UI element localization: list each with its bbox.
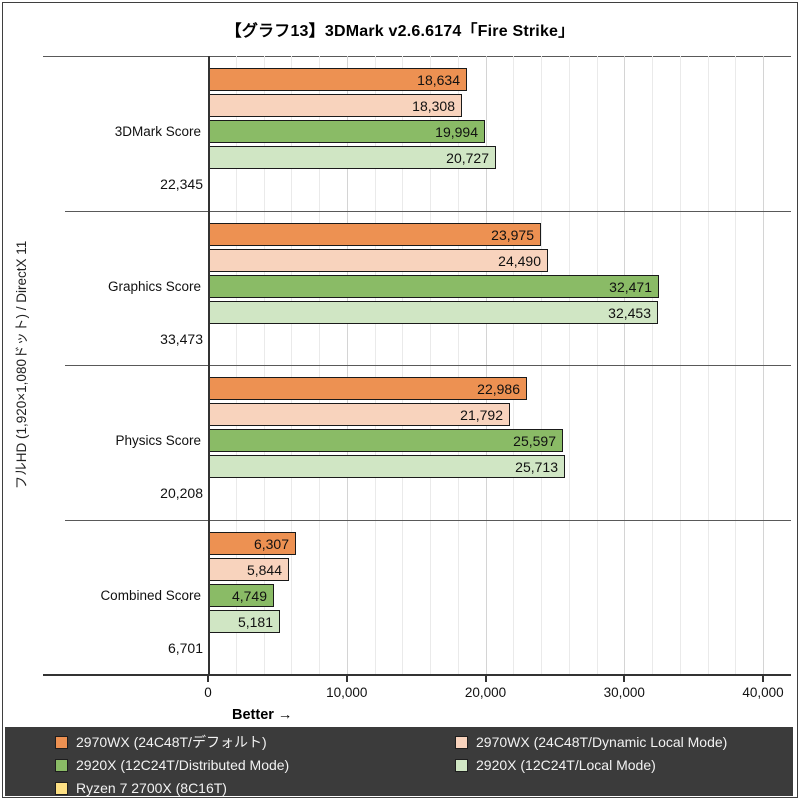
bar-value-label: 20,727 [446, 149, 489, 166]
legend-item: 2970WX (24C48T/Dynamic Local Mode) [455, 734, 727, 751]
bar: 32,471 [208, 275, 659, 298]
bar-value-label: 21,792 [460, 406, 503, 423]
bar: 19,994 [208, 120, 485, 143]
bar: 21,792 [208, 403, 510, 426]
legend-label: 2970WX (24C48T/Dynamic Local Mode) [476, 734, 728, 750]
category-label: Graphics Score [107, 278, 201, 294]
bar-value-label: 25,597 [513, 432, 556, 449]
x-axis-tick [484, 676, 487, 682]
bar: 22,986 [208, 377, 527, 400]
bar-value-label: 25,713 [515, 458, 558, 475]
legend-label: 2920X (12C24T/Local Mode) [476, 757, 656, 773]
x-axis-tick-label: 0 [204, 685, 212, 700]
x-axis-tick-label: 10,000 [326, 685, 368, 700]
x-axis-tick [762, 676, 764, 682]
bar-value-label: 5,844 [246, 561, 282, 578]
bar-value-label: 18,308 [412, 97, 455, 114]
better-direction-label: Better → [232, 707, 293, 723]
bar: 23,975 [208, 223, 541, 246]
bar: 18,308 [208, 94, 462, 117]
bar-value-label: 19,994 [435, 123, 478, 140]
bar: 5,181 [208, 610, 280, 633]
bar: 24,490 [208, 249, 548, 272]
bar-value-label: 24,490 [498, 252, 541, 269]
category-separator [65, 365, 791, 366]
legend-label: 2970WX (24C48T/デフォルト) [76, 734, 267, 750]
category-label: 3DMark Score [114, 124, 201, 140]
x-axis-tick-label: 30,000 [603, 685, 645, 700]
bar-value-label: 22,986 [477, 380, 520, 397]
x-axis-tick [345, 676, 348, 682]
x-axis-tick-label: 40,000 [742, 685, 784, 700]
bar-value-label: 6,701 [167, 639, 203, 656]
bar-value-label: 23,975 [491, 226, 534, 243]
bar-value-label: 32,453 [608, 304, 651, 321]
legend-swatch [55, 782, 68, 795]
bar: 25,713 [208, 455, 565, 478]
bar-value-label: 18,634 [417, 71, 460, 88]
bar-value-label: 32,471 [609, 278, 652, 295]
category-separator [65, 211, 791, 212]
bar-value-label: 4,749 [231, 587, 267, 604]
x-axis-line [43, 674, 791, 676]
bar: 5,844 [208, 558, 289, 581]
bar-value-label: 22,345 [160, 175, 203, 192]
y-axis-line [208, 56, 210, 674]
legend-swatch [455, 736, 468, 749]
x-axis-tick [207, 676, 209, 682]
legend-swatch [55, 759, 68, 772]
legend-swatch [455, 759, 468, 772]
legend-item: 2920X (12C24T/Local Mode) [455, 757, 656, 774]
category-label: Combined Score [100, 587, 201, 603]
legend-label: Ryzen 7 2700X (8C16T) [76, 780, 227, 796]
bar-value-label: 5,181 [237, 613, 273, 630]
legend-label: 2920X (12C24T/Distributed Mode) [76, 757, 290, 773]
bar-value-label: 6,307 [253, 535, 289, 552]
legend-item: Ryzen 7 2700X (8C16T) [55, 780, 227, 797]
title-rule [43, 56, 791, 57]
plot-area: 3DMark Score 18,634 18,308 19,994 20,727 22,3… [3, 3, 797, 797]
x-axis-tick [623, 676, 626, 682]
x-axis-tick-label: 20,000 [464, 685, 507, 700]
bar: 25,597 [208, 429, 563, 452]
bar-value-label: 20,208 [160, 484, 203, 501]
bar: 20,727 [208, 146, 496, 169]
bar: 32,453 [208, 301, 658, 324]
chart-title: 【グラフ13】3DMark v2.6.6174「Fire Strike」 [225, 23, 575, 40]
bar-value-label: 33,473 [160, 330, 203, 347]
legend-item: 2970WX (24C48T/デフォルト) [55, 734, 267, 751]
legend: 2970WX (24C48T/デフォルト) 2970WX (24C48T/Dyna… [5, 727, 793, 796]
bar: 4,749 [208, 584, 274, 607]
legend-swatch [55, 736, 68, 749]
legend-item: 2920X (12C24T/Distributed Mode) [55, 757, 289, 774]
category-separator [65, 520, 791, 521]
bar: 18,634 [208, 68, 467, 91]
bar: 6,307 [208, 532, 296, 555]
category-label: Physics Score [115, 433, 201, 449]
